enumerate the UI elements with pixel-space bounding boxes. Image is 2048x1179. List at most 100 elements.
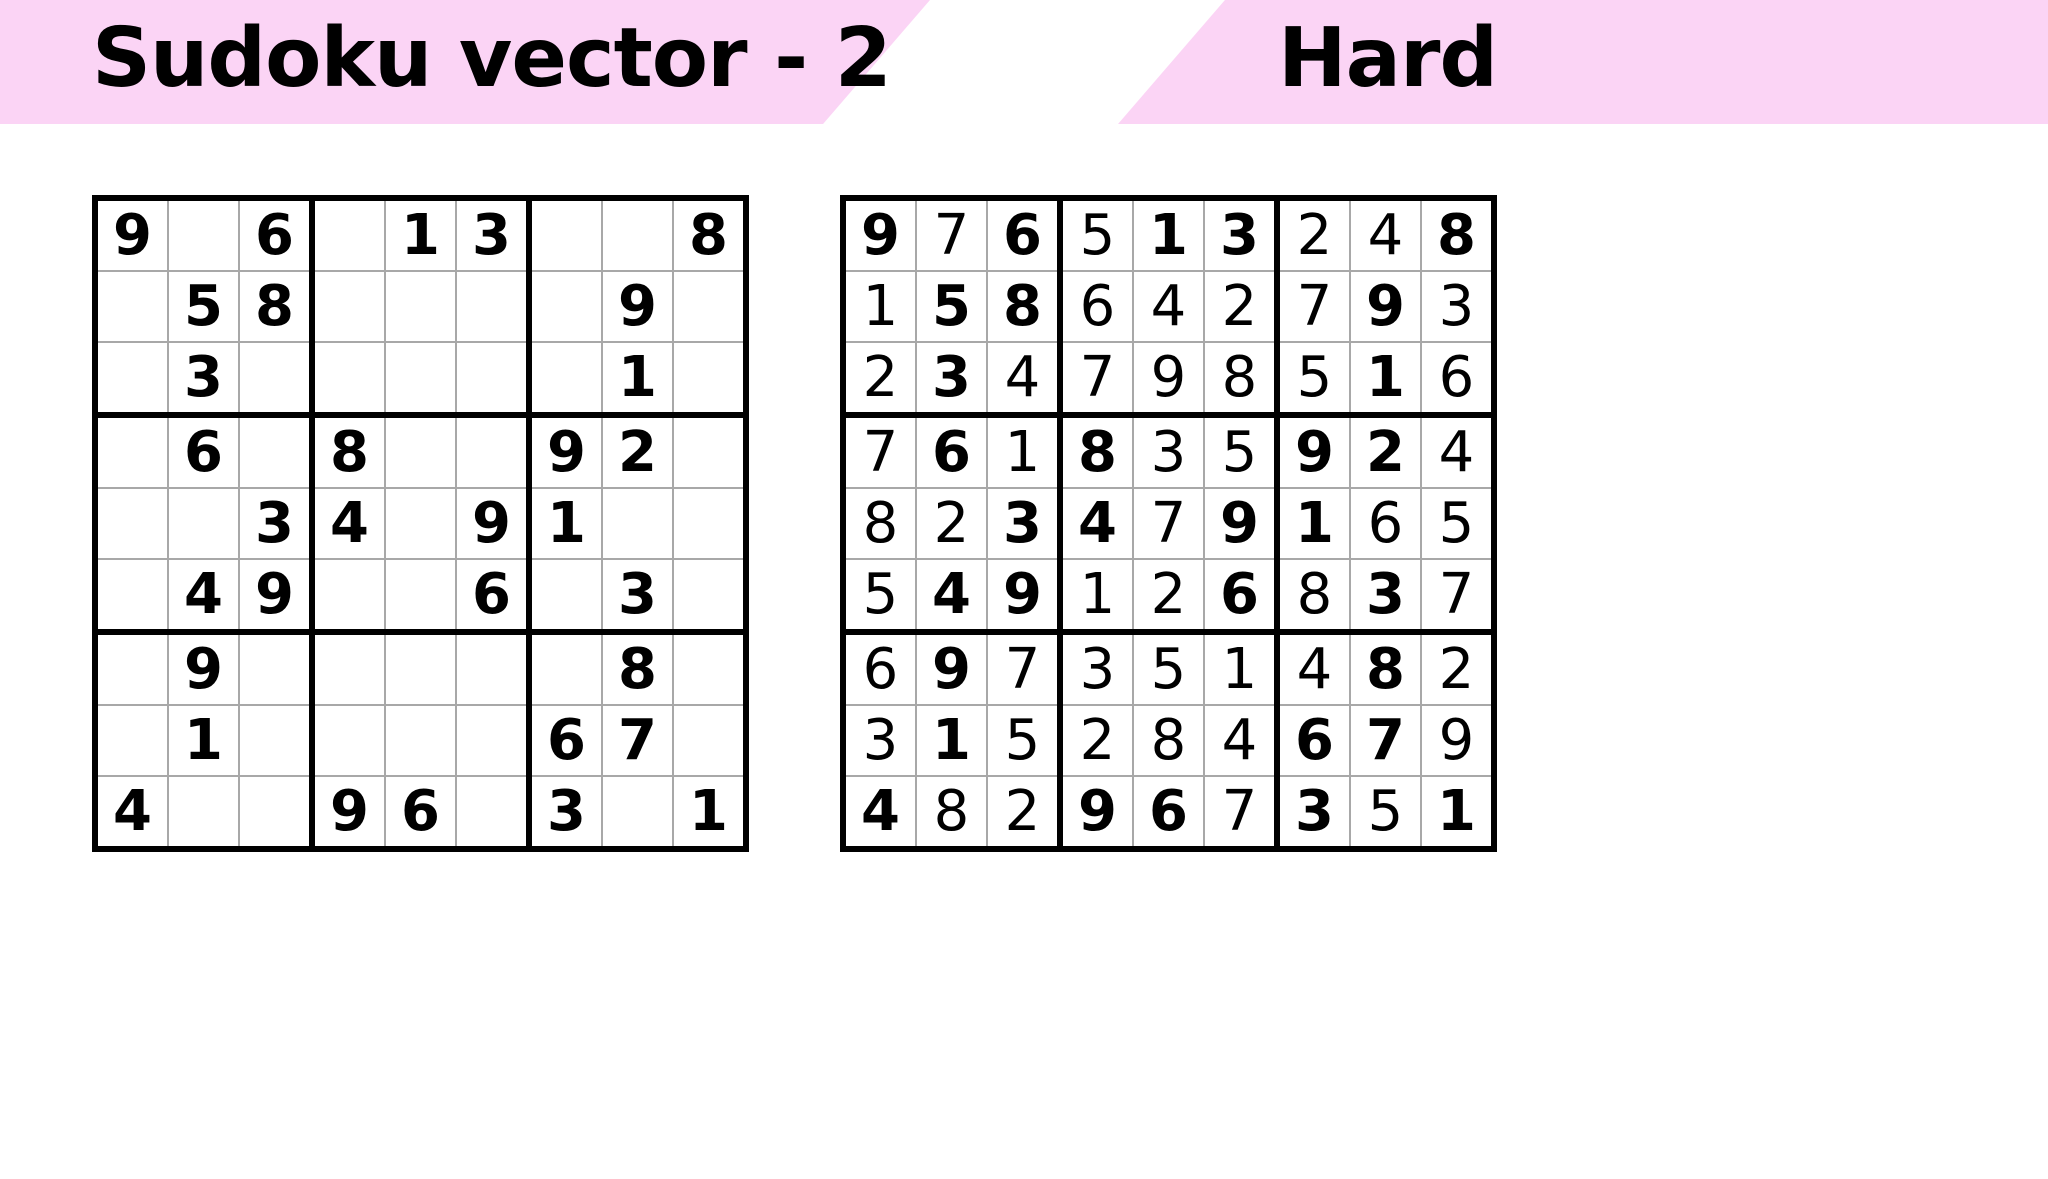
puzzle-cell-r9c8[interactable] [601,775,674,850]
puzzle-cell-r6c8[interactable]: 3 [601,558,674,635]
puzzle-cell-r8c9[interactable] [672,704,747,777]
solution-cell-r6c7: 8 [1274,558,1351,635]
solution-cell-r4c5: 3 [1132,412,1205,489]
puzzle-cell-r6c2[interactable]: 4 [167,558,240,635]
puzzle-cell-r3c5[interactable] [384,341,457,418]
puzzle-cell-r5c1[interactable] [94,487,169,560]
puzzle-cell-r9c4[interactable]: 9 [309,775,386,850]
puzzle-cell-r9c9[interactable]: 1 [672,775,747,850]
puzzle-cell-r6c6[interactable]: 6 [455,558,532,635]
puzzle-cell-r6c5[interactable] [384,558,457,635]
puzzle-cell-r7c6[interactable] [455,629,532,706]
puzzle-cell-r7c3[interactable] [238,629,315,706]
puzzle-cell-r5c2[interactable] [167,487,240,560]
puzzle-cell-r1c8[interactable] [601,197,674,272]
solution-cell-r6c5: 2 [1132,558,1205,635]
puzzle-cell-r1c9[interactable]: 8 [672,197,747,272]
puzzle-cell-r7c4[interactable] [309,629,386,706]
solution-cell-r5c1: 8 [842,487,917,560]
puzzle-cell-r4c4[interactable]: 8 [309,412,386,489]
puzzle-cell-r7c8[interactable]: 8 [601,629,674,706]
puzzle-cell-r5c8[interactable] [601,487,674,560]
puzzle-cell-r8c5[interactable] [384,704,457,777]
puzzle-cell-r3c3[interactable] [238,341,315,418]
puzzle-cell-r2c3[interactable]: 8 [238,270,315,343]
solution-cell-r6c2: 4 [915,558,988,635]
puzzle-cell-r2c9[interactable] [672,270,747,343]
solution-cell-r9c4: 9 [1057,775,1134,850]
puzzle-cell-r2c8[interactable]: 9 [601,270,674,343]
solution-cell-r8c2: 1 [915,704,988,777]
puzzle-cell-r5c9[interactable] [672,487,747,560]
puzzle-cell-r5c7[interactable]: 1 [526,487,603,560]
solution-cell-r2c8: 9 [1349,270,1422,343]
puzzle-cell-r4c3[interactable] [238,412,315,489]
solution-cell-r7c2: 9 [915,629,988,706]
puzzle-cell-r8c8[interactable]: 7 [601,704,674,777]
puzzle-cell-r1c2[interactable] [167,197,240,272]
puzzle-cell-r7c5[interactable] [384,629,457,706]
puzzle-cell-r5c3[interactable]: 3 [238,487,315,560]
puzzle-cell-r5c6[interactable]: 9 [455,487,532,560]
puzzle-cell-r4c5[interactable] [384,412,457,489]
puzzle-cell-r8c1[interactable] [94,704,169,777]
puzzle-cell-r2c1[interactable] [94,270,169,343]
puzzle-cell-r3c8[interactable]: 1 [601,341,674,418]
solution-cell-r2c1: 1 [842,270,917,343]
puzzle-cell-r2c5[interactable] [384,270,457,343]
puzzle-cell-r9c2[interactable] [167,775,240,850]
puzzle-cell-r2c7[interactable] [526,270,603,343]
puzzle-cell-r9c7[interactable]: 3 [526,775,603,850]
puzzle-cell-r2c2[interactable]: 5 [167,270,240,343]
puzzle-cell-r4c9[interactable] [672,412,747,489]
puzzle-cell-r9c5[interactable]: 6 [384,775,457,850]
puzzle-cell-r2c4[interactable] [309,270,386,343]
puzzle-cell-r8c7[interactable]: 6 [526,704,603,777]
puzzle-cell-r1c5[interactable]: 1 [384,197,457,272]
puzzle-cell-r2c6[interactable] [455,270,532,343]
puzzle-cell-r1c6[interactable]: 3 [455,197,532,272]
solution-cell-r3c1: 2 [842,341,917,418]
puzzle-cell-r7c2[interactable]: 9 [167,629,240,706]
puzzle-cell-r1c7[interactable] [526,197,603,272]
puzzle-cell-r7c7[interactable] [526,629,603,706]
puzzle-cell-r8c2[interactable]: 1 [167,704,240,777]
puzzle-cell-r6c3[interactable]: 9 [238,558,315,635]
puzzle-cell-r3c7[interactable] [526,341,603,418]
puzzle-cell-r9c1[interactable]: 4 [94,775,169,850]
puzzle-cell-r3c1[interactable] [94,341,169,418]
puzzle-cell-r8c4[interactable] [309,704,386,777]
puzzle-cell-r9c3[interactable] [238,775,315,850]
puzzle-cell-r1c3[interactable]: 6 [238,197,315,272]
puzzle-cell-r9c6[interactable] [455,775,532,850]
puzzle-cell-r7c1[interactable] [94,629,169,706]
puzzle-cell-r8c6[interactable] [455,704,532,777]
puzzle-cell-r4c8[interactable]: 2 [601,412,674,489]
puzzle-cell-r3c4[interactable] [309,341,386,418]
puzzle-cell-r5c5[interactable] [384,487,457,560]
puzzle-cell-r6c7[interactable] [526,558,603,635]
puzzle-cell-r1c1[interactable]: 9 [94,197,169,272]
puzzle-cell-r4c1[interactable] [94,412,169,489]
puzzle-cell-r3c2[interactable]: 3 [167,341,240,418]
puzzle-cell-r6c1[interactable] [94,558,169,635]
puzzle-cell-r4c6[interactable] [455,412,532,489]
puzzle-cell-r4c2[interactable]: 6 [167,412,240,489]
solution-cell-r8c8: 7 [1349,704,1422,777]
puzzle-cell-r4c7[interactable]: 9 [526,412,603,489]
solution-cell-r4c9: 4 [1420,412,1495,489]
puzzle-cell-r1c4[interactable] [309,197,386,272]
solution-cell-r7c4: 3 [1057,629,1134,706]
puzzle-cell-r5c4[interactable]: 4 [309,487,386,560]
puzzle-cell-r7c9[interactable] [672,629,747,706]
puzzle-cell-r8c3[interactable] [238,704,315,777]
puzzle-cell-r6c4[interactable] [309,558,386,635]
puzzle-cell-r3c6[interactable] [455,341,532,418]
puzzle-cell-r3c9[interactable] [672,341,747,418]
puzzle-cell-r6c9[interactable] [672,558,747,635]
